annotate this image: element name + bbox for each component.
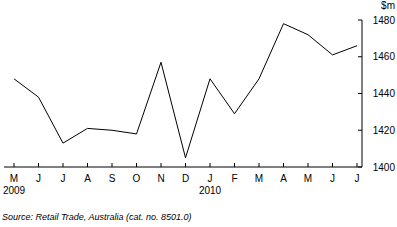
x-tick	[283, 163, 284, 167]
x-group-label: 2010	[199, 185, 222, 196]
x-tick-label: N	[157, 173, 164, 184]
x-tick-label: J	[36, 173, 41, 184]
x-tick	[38, 163, 39, 167]
y-tick-label: 1460	[373, 51, 396, 62]
x-tick-label: J	[61, 173, 66, 184]
series-line	[14, 24, 357, 158]
x-tick	[112, 163, 113, 167]
y-tick	[358, 167, 362, 168]
chart: 1400 1420 1440 1460 1480 $m M J J A S O N D J F M A M J J 200…	[0, 0, 397, 227]
x-tick	[259, 163, 260, 167]
y-tick-label: 1420	[373, 125, 396, 136]
x-tick-label: D	[182, 173, 189, 184]
y-tick-label: 1400	[373, 162, 396, 173]
y-tick-label: 1440	[373, 88, 396, 99]
x-tick	[308, 163, 309, 167]
x-tick-label: J	[208, 173, 213, 184]
x-tick	[136, 163, 137, 167]
x-group-label: 2009	[3, 185, 26, 196]
x-tick-label: A	[280, 173, 287, 184]
x-tick-label: M	[255, 173, 263, 184]
x-tick-label: J	[355, 173, 360, 184]
x-tick	[210, 163, 211, 167]
x-tick	[234, 163, 235, 167]
x-tick	[185, 163, 186, 167]
y-tick	[358, 130, 362, 131]
x-tick	[332, 163, 333, 167]
plot-area	[14, 24, 357, 158]
x-tick-label: M	[10, 173, 18, 184]
x-tick	[357, 163, 358, 167]
y-tick	[358, 56, 362, 57]
y-tick	[358, 93, 362, 94]
y-tick	[358, 20, 362, 21]
x-tick	[161, 163, 162, 167]
x-tick	[14, 163, 15, 167]
x-tick-label: S	[109, 173, 116, 184]
x-tick	[87, 163, 88, 167]
y-tick-label: 1480	[373, 15, 396, 26]
x-tick	[63, 163, 64, 167]
x-tick-label: M	[304, 173, 312, 184]
source: Source: Retail Trade, Australia (cat. no…	[2, 212, 192, 222]
y-axis-label: $m	[381, 0, 395, 11]
x-tick-label: J	[330, 173, 335, 184]
x-tick-label: F	[231, 173, 237, 184]
x-tick-label: O	[133, 173, 141, 184]
x-tick-label: A	[84, 173, 91, 184]
